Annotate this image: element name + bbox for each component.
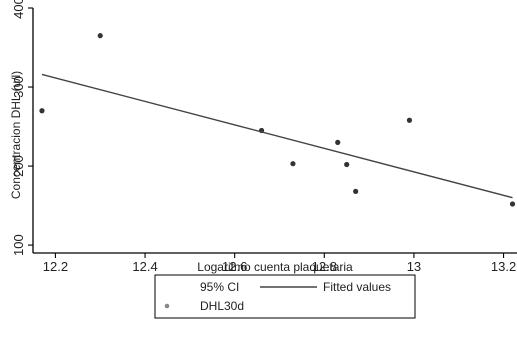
y-tick-label: 300: [11, 76, 26, 98]
legend-label-ci: 95% CI: [200, 280, 239, 294]
x-tick-label: 12.6: [222, 259, 247, 274]
y-ticks: 100 200 300 400: [11, 0, 33, 256]
data-point: [335, 139, 341, 145]
legend-swatch-points: [164, 303, 170, 309]
x-tick-label: 12.8: [312, 259, 337, 274]
fitted-values-line: [41, 73, 513, 199]
data-point: [353, 188, 359, 194]
data-point: [406, 117, 413, 123]
legend-box: [154, 274, 416, 319]
y-tick-label: 400: [11, 0, 26, 19]
x-tick-label: 13: [407, 259, 421, 274]
axes: [32, 8, 517, 254]
x-ticks: 12.2 12.4 12.6 12.8 13 13.2: [43, 253, 516, 274]
data-point: [39, 108, 45, 114]
x-tick-label: 13.2: [491, 259, 516, 274]
y-tick-label: 100: [11, 234, 26, 256]
legend-label-fitted: Fitted values: [323, 280, 391, 294]
x-axis-title: Logaritmo cuenta plaquetaria: [197, 260, 353, 274]
x-tick-label: 12.4: [132, 259, 157, 274]
y-axis-title: Concentracion DHL (u/l): [9, 71, 23, 199]
x-tick-label: 12.2: [43, 259, 68, 274]
legend-label-points: DHL30d: [200, 299, 244, 313]
data-point: [97, 33, 103, 39]
legend: 95% CI Fitted values DHL30d: [154, 274, 416, 319]
data-point: [290, 161, 296, 167]
data-point: [344, 161, 350, 168]
plot-area: [39, 33, 516, 207]
data-point: [509, 201, 516, 207]
y-tick-label: 200: [11, 155, 26, 177]
